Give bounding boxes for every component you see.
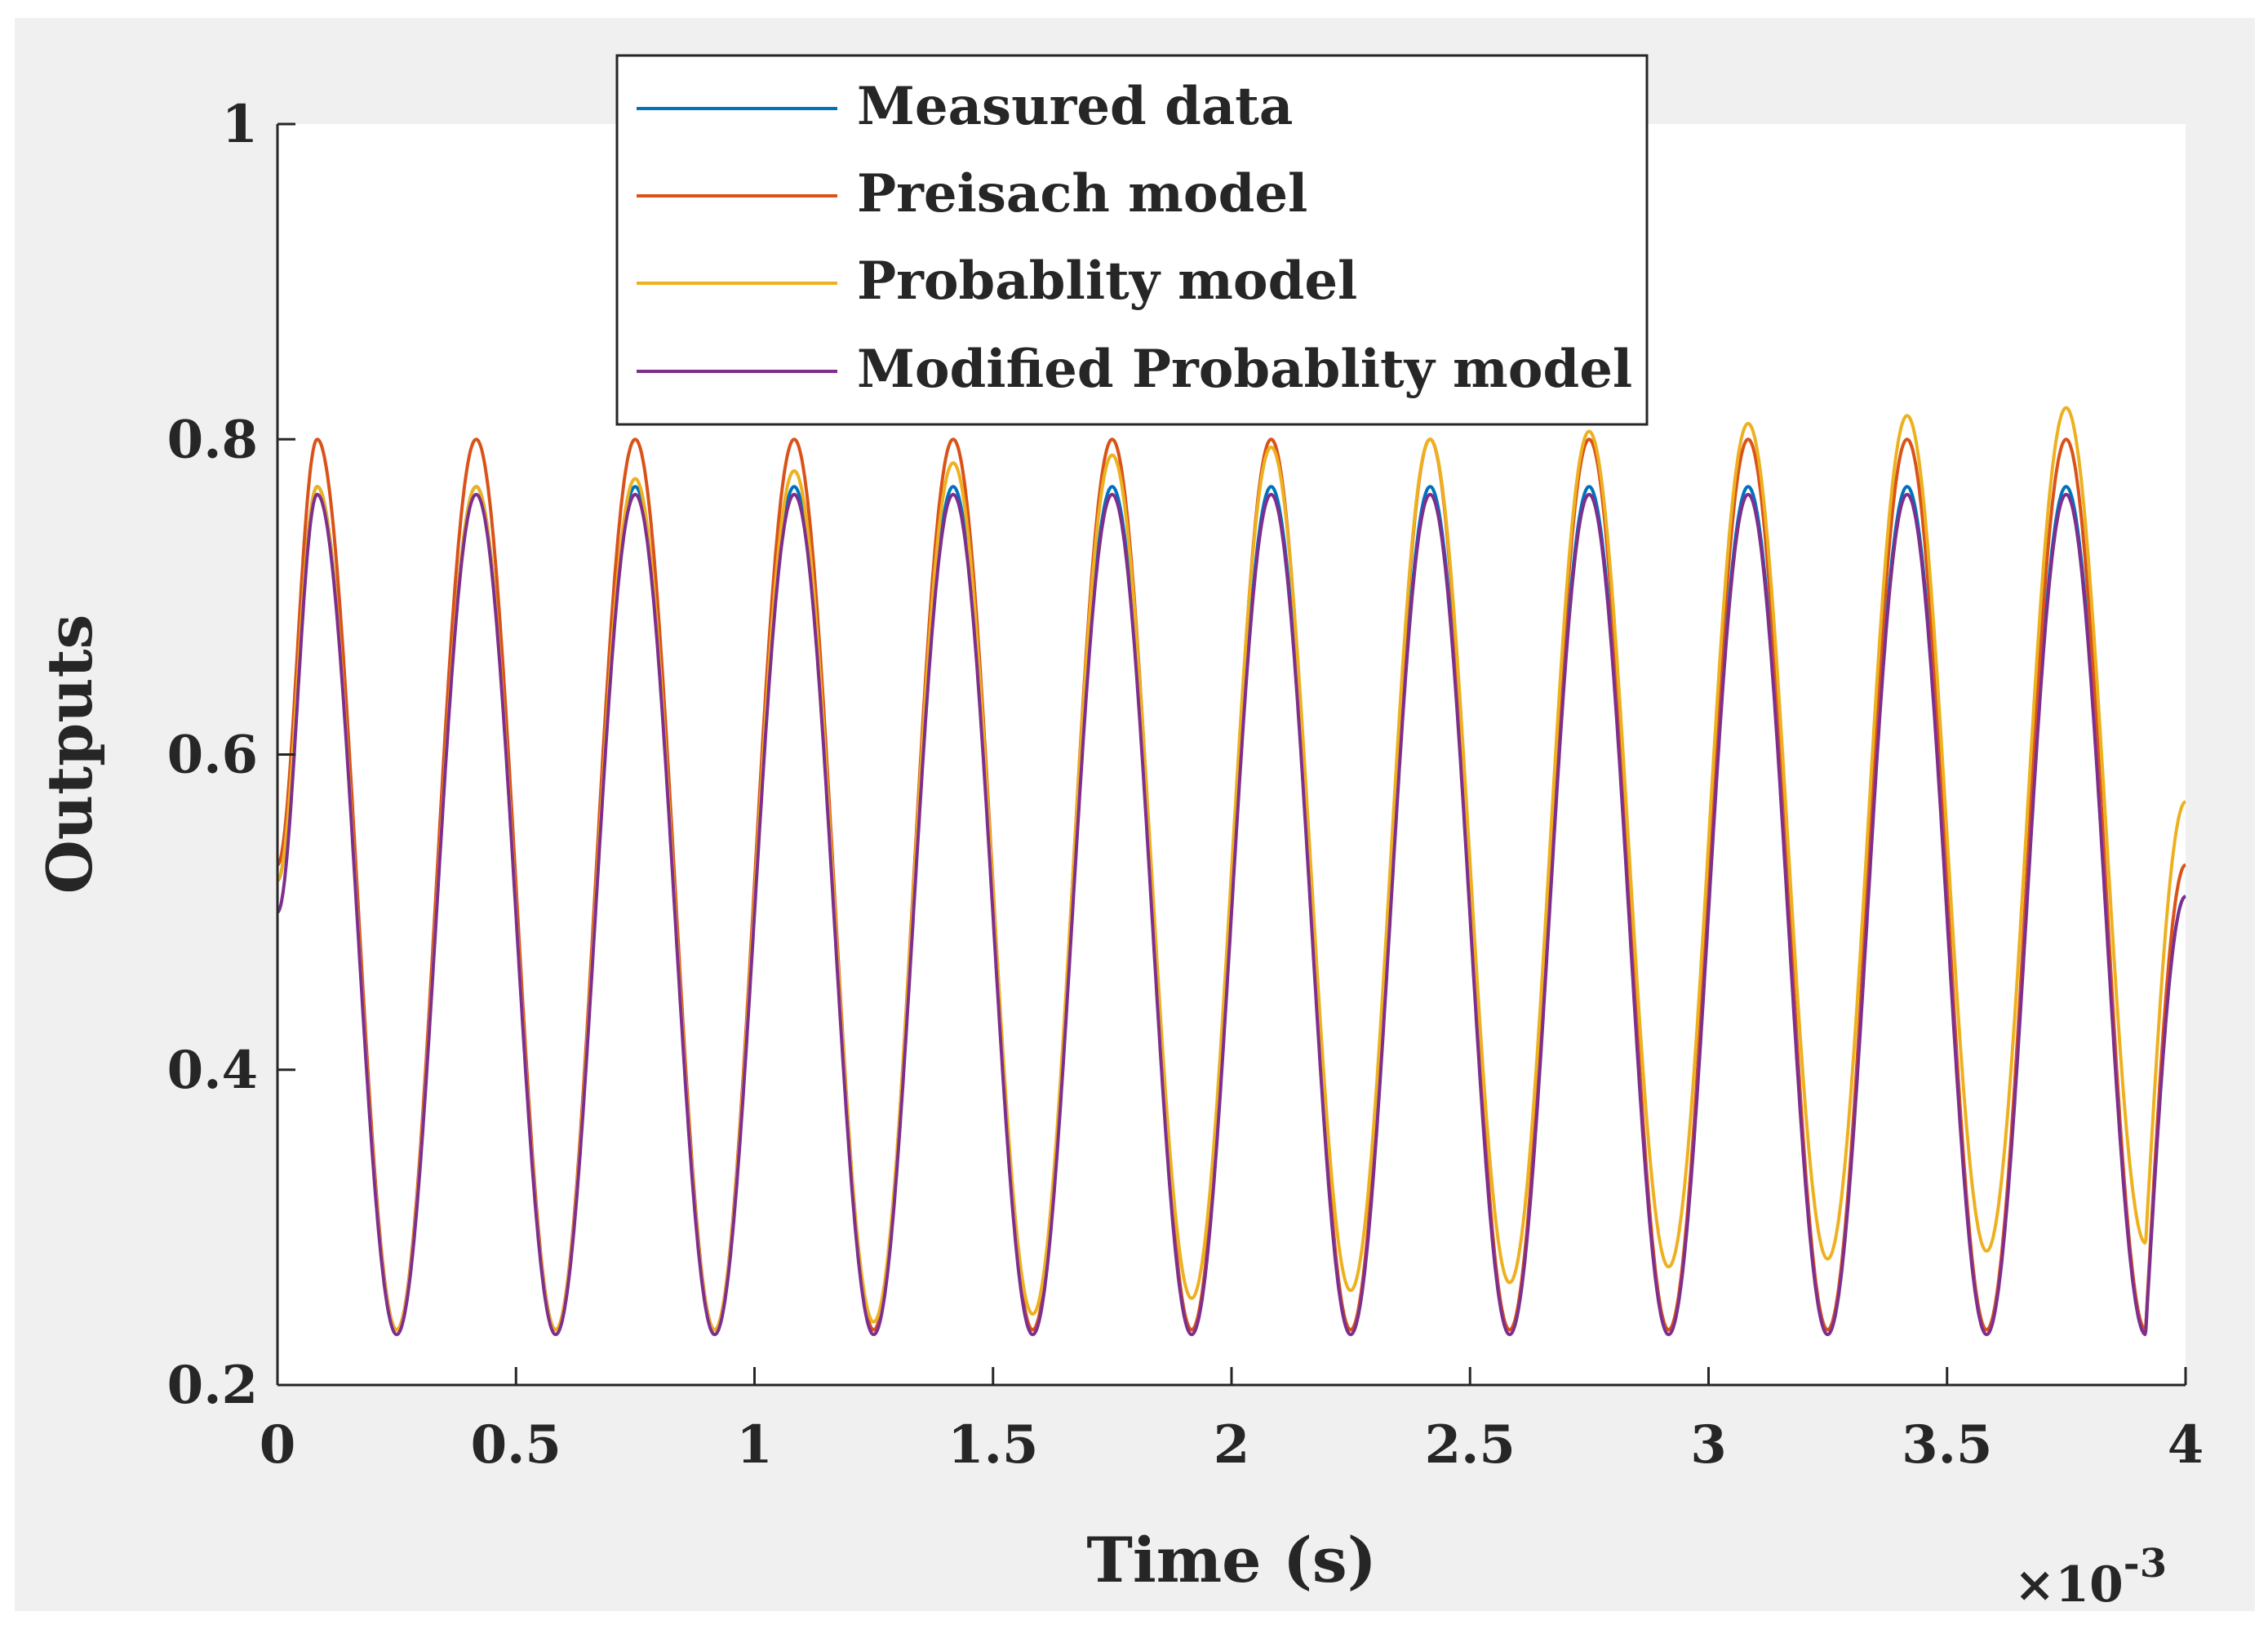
y-tick-label: 0.8 (167, 409, 258, 470)
x-tick-label: 0 (260, 1414, 296, 1476)
x-axis-title: Time (s) (1086, 1524, 1376, 1596)
legend: Measured data Preisach model Probablity … (615, 54, 1649, 426)
x-tick-label: 4 (2168, 1414, 2204, 1476)
y-axis-title: Outputs (33, 615, 106, 894)
legend-label-modified-probablity-model: Modified Probablity model (857, 339, 1632, 400)
y-tick-label: 0.6 (167, 725, 258, 786)
ticks-layer: 0 0.5 1 1.5 2 2.5 3 3.5 4 0.2 0.4 0.6 0.8 1 (167, 94, 2204, 1476)
legend-label-preisach-model: Preisach model (857, 163, 1307, 224)
x-tick-label: 3.5 (1902, 1414, 1992, 1476)
legend-label-probablity-model: Probablity model (857, 251, 1357, 312)
y-tick-label: 0.4 (167, 1040, 258, 1101)
x-tick-label: 1 (736, 1414, 773, 1476)
y-tick-label: 1 (221, 94, 258, 155)
y-tick-label: 0.2 (167, 1355, 258, 1416)
x-tick-label: 1.5 (948, 1414, 1038, 1476)
x-exponent-label: ×10-3 (2014, 1541, 2167, 1614)
x-tick-label: 3 (1690, 1414, 1727, 1476)
legend-label-measured-data: Measured data (857, 76, 1293, 137)
series-line-modified-probablity-model (277, 492, 2186, 1337)
x-tick-label: 0.5 (471, 1414, 561, 1476)
x-tick-label: 2.5 (1425, 1414, 1516, 1476)
x-tick-label: 2 (1214, 1414, 1250, 1476)
legend-box (615, 54, 1649, 426)
x-exponent-base: ×10 (2014, 1556, 2124, 1614)
series-layer (277, 406, 2186, 1337)
x-exponent-power: -3 (2124, 1541, 2167, 1587)
